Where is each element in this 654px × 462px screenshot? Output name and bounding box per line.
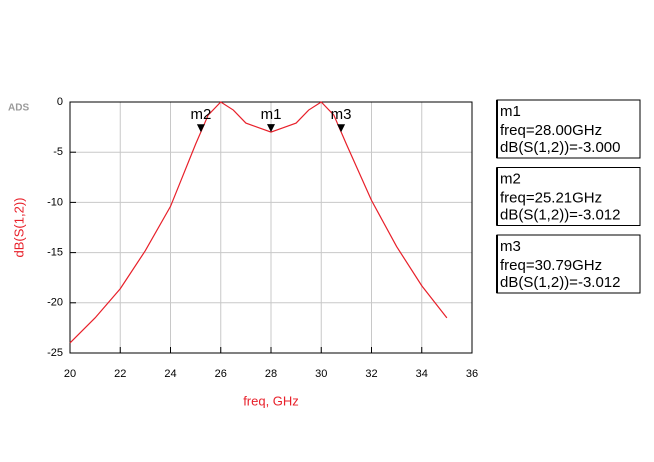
readout-box bbox=[496, 234, 641, 294]
x-tick-label: 26 bbox=[215, 368, 227, 380]
readout-text: freq=30.79GHz bbox=[500, 257, 602, 274]
marker bbox=[337, 124, 346, 133]
y-tick-label: -20 bbox=[47, 297, 63, 309]
logo: ADS bbox=[8, 103, 29, 114]
y-tick-label: 0 bbox=[57, 96, 63, 108]
x-tick-label: 28 bbox=[265, 368, 277, 380]
x-axis-label: freq, GHz bbox=[243, 393, 299, 408]
y-axis-label: dB(S(1,2)) bbox=[11, 198, 26, 258]
y-tick-label: -5 bbox=[53, 146, 63, 158]
y-tick-label: -10 bbox=[47, 196, 63, 208]
marker-label: m3 bbox=[331, 106, 352, 123]
marker-label: m2 bbox=[190, 106, 211, 123]
series-line bbox=[69, 101, 448, 344]
plot-frame bbox=[69, 101, 473, 354]
readout-name: m2 bbox=[500, 170, 521, 187]
readout-box bbox=[496, 99, 641, 159]
readout-text: dB(S(1,2))=-3.012 bbox=[500, 206, 620, 223]
marker-label: m1 bbox=[261, 106, 282, 123]
x-tick-label: 20 bbox=[64, 368, 76, 380]
readout-name: m3 bbox=[500, 238, 521, 255]
x-tick-label: 22 bbox=[114, 368, 126, 380]
marker bbox=[267, 124, 275, 133]
readout-text: dB(S(1,2))=-3.000 bbox=[500, 139, 620, 156]
y-tick-label: -25 bbox=[47, 347, 63, 359]
readout-name: m1 bbox=[500, 103, 521, 120]
x-tick-label: 24 bbox=[164, 368, 176, 380]
readout-text: freq=25.21GHz bbox=[500, 189, 602, 206]
readout-text: freq=28.00GHz bbox=[500, 122, 602, 139]
readout-text: dB(S(1,2))=-3.012 bbox=[500, 274, 620, 291]
x-tick-label: 32 bbox=[365, 368, 377, 380]
marker bbox=[196, 124, 205, 133]
x-tick-label: 36 bbox=[466, 368, 478, 380]
y-tick-label: -15 bbox=[47, 247, 63, 259]
x-tick-label: 34 bbox=[416, 368, 428, 380]
x-tick-label: 30 bbox=[315, 368, 327, 380]
